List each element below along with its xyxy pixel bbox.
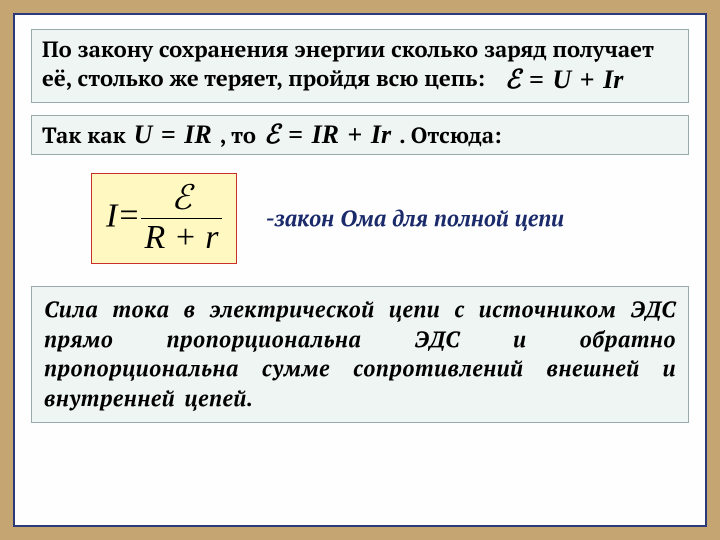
- formula-expanded: ℰ = IR + Ir: [264, 120, 391, 150]
- formula-energy: ℰ = U + Ir: [505, 64, 623, 97]
- slide-frame: По закону сохранения энергии сколько зар…: [13, 13, 707, 527]
- definition-text: Сила тока в электрической цепи с источни…: [44, 295, 676, 413]
- definition-block: Сила тока в электрической цепи с источни…: [31, 286, 689, 423]
- text-since: Так как: [42, 121, 126, 150]
- derivation-block: Так как U = IR , то ℰ = IR + Ir . Отсюда…: [31, 115, 689, 155]
- symbol-I: I: [106, 197, 117, 234]
- text-then: , то: [220, 121, 256, 150]
- law-row: I=ℰR + r -закон Ома для полной цепи: [91, 173, 689, 264]
- formula-ohm-external: U = IR: [134, 120, 212, 150]
- text-hence: . Отсюда:: [399, 121, 501, 150]
- fraction-numerator: ℰ: [167, 182, 196, 218]
- law-name: -закон Ома для полной цепи: [265, 204, 564, 233]
- symbol-emf: ℰ: [505, 65, 521, 94]
- fraction: ℰR + r: [141, 182, 223, 255]
- boxed-formula-ohm-full: I=ℰR + r: [91, 173, 237, 264]
- intro-block: По закону сохранения энергии сколько зар…: [31, 29, 689, 103]
- fraction-denominator: R + r: [141, 218, 223, 255]
